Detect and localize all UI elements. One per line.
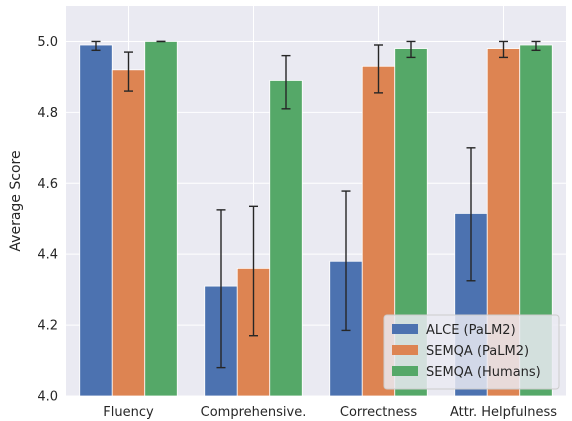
legend-label: SEMQA (PaLM2) (426, 344, 529, 359)
error-bars (91, 40, 541, 369)
bar (144, 41, 178, 397)
y-tick-label: 4.0 (37, 390, 58, 405)
x-tick-label: Attr. Helpfulness (450, 405, 557, 420)
legend-label: SEMQA (Humans) (426, 365, 541, 380)
x-tick-label: Comprehensive. (201, 405, 307, 420)
legend: ALCE (PaLM2) SEMQA (PaLM2) SEMQA (Humans) (383, 314, 560, 390)
y-tick-label: 4.2 (37, 319, 58, 334)
x-tick-labels: Fluency Comprehensive. Correctness Attr. He… (103, 405, 557, 420)
y-tick-label: 4.8 (37, 106, 58, 121)
legend-swatch (392, 366, 418, 376)
bar (269, 80, 303, 397)
x-tick-label: Correctness (340, 405, 417, 420)
legend-swatch (392, 324, 418, 334)
bar (111, 69, 146, 397)
y-tick-labels: 4.0 4.2 4.4 4.6 4.8 5.0 (37, 35, 58, 405)
bar (79, 44, 113, 397)
y-axis-label: Average Score (8, 150, 24, 251)
y-tick-label: 4.4 (37, 248, 58, 263)
x-tick-label: Fluency (103, 405, 154, 420)
legend-box (383, 314, 560, 390)
y-tick-label: 5.0 (37, 35, 58, 50)
legend-swatch (392, 345, 418, 355)
y-tick-label: 4.6 (37, 177, 58, 192)
legend-label: ALCE (PaLM2) (426, 323, 516, 338)
